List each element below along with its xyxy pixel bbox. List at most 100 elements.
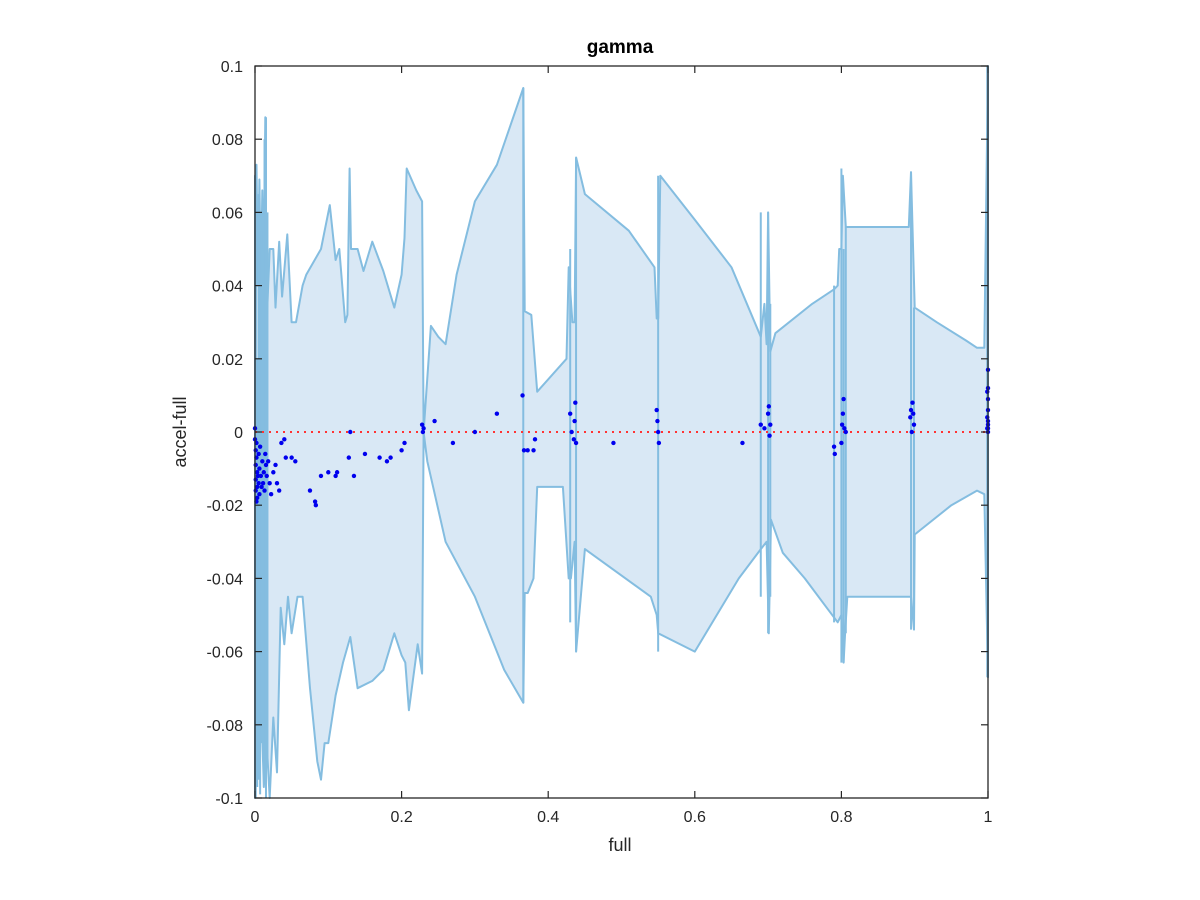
data-point — [521, 448, 527, 453]
data-point — [377, 455, 382, 460]
x-tick-label: 0 — [251, 809, 260, 826]
data-point — [572, 418, 577, 424]
x-tick-label: 0.8 — [830, 809, 852, 826]
data-point — [450, 440, 456, 446]
data-point — [840, 411, 846, 416]
data-point — [910, 400, 915, 405]
data-point — [567, 411, 573, 416]
data-point — [573, 440, 579, 446]
y-tick-label: -0.08 — [207, 718, 244, 735]
x-tick-label: 1 — [984, 809, 993, 826]
data-point — [388, 455, 393, 460]
data-point — [399, 448, 404, 453]
data-point — [525, 448, 530, 453]
data-point — [843, 429, 848, 435]
data-point — [419, 422, 425, 427]
chart-title: gamma — [587, 37, 654, 58]
y-tick-label: 0.08 — [212, 132, 243, 149]
data-point — [908, 407, 914, 413]
data-point — [259, 484, 264, 490]
data-point — [256, 481, 261, 486]
data-point — [253, 477, 258, 482]
data-point — [362, 451, 368, 457]
data-point — [831, 444, 837, 449]
data-point — [655, 418, 660, 424]
data-point — [762, 426, 767, 431]
data-point — [268, 492, 274, 497]
data-point — [267, 481, 272, 486]
data-point — [261, 470, 266, 475]
data-point — [520, 393, 525, 398]
y-tick-label: -0.04 — [207, 571, 244, 588]
data-point — [274, 481, 280, 486]
data-point — [313, 503, 319, 508]
data-point — [253, 448, 258, 453]
x-tick-label: 0.4 — [537, 809, 559, 826]
data-point — [263, 451, 268, 457]
x-axis: 0 0.2 0.4 0.6 0.8 1 — [251, 66, 993, 826]
data-point — [257, 492, 262, 497]
data-point — [262, 488, 267, 493]
data-point — [911, 422, 917, 427]
data-point — [656, 440, 662, 446]
data-point — [832, 451, 838, 457]
data-point — [985, 389, 990, 394]
data-point — [312, 499, 318, 504]
data-point — [654, 407, 659, 413]
data-point — [253, 462, 258, 468]
data-point — [257, 444, 263, 449]
data-point — [276, 488, 282, 493]
plot-area — [252, 65, 991, 799]
data-point — [254, 470, 260, 475]
data-point — [260, 481, 266, 486]
y-tick-label: 0 — [234, 425, 243, 442]
data-point — [911, 411, 916, 416]
data-point — [254, 495, 260, 501]
data-point — [841, 396, 846, 402]
data-point — [326, 470, 331, 475]
data-point — [532, 437, 538, 442]
data-point — [265, 459, 271, 464]
data-point — [655, 429, 661, 435]
data-point — [768, 422, 773, 427]
data-point — [282, 437, 287, 442]
data-point — [384, 459, 390, 464]
data-point — [985, 415, 990, 420]
data-point — [839, 422, 845, 427]
y-tick-label: -0.02 — [207, 498, 244, 515]
data-point — [346, 455, 352, 460]
y-tick-label: 0.04 — [212, 279, 243, 296]
data-point — [273, 462, 278, 468]
y-tick-label: 0.02 — [212, 352, 243, 369]
data-point — [569, 429, 574, 435]
data-point — [307, 488, 313, 493]
data-point — [334, 470, 340, 475]
data-point — [348, 429, 353, 435]
data-point — [908, 415, 913, 420]
data-point — [254, 484, 260, 490]
data-point — [420, 429, 426, 435]
data-point — [421, 426, 426, 431]
data-point — [264, 473, 269, 479]
data-point — [283, 455, 288, 460]
data-point — [839, 440, 844, 446]
data-point — [351, 473, 357, 479]
data-point — [571, 437, 577, 442]
y-axis-label: accel-full — [170, 396, 190, 467]
y-tick-label: -0.06 — [207, 645, 244, 662]
data-point — [767, 433, 772, 438]
x-axis-label: full — [608, 835, 631, 855]
y-tick-label: 0.1 — [221, 59, 243, 76]
data-point — [318, 473, 324, 479]
data-point — [402, 440, 407, 446]
data-point — [758, 422, 763, 427]
data-point — [531, 448, 536, 453]
data-point — [257, 466, 262, 471]
data-point — [494, 411, 500, 416]
data-point — [258, 473, 264, 479]
data-point — [271, 470, 276, 475]
x-tick-label: 0.6 — [684, 809, 706, 826]
data-point — [842, 426, 847, 431]
x-tick-label: 0.2 — [390, 809, 412, 826]
